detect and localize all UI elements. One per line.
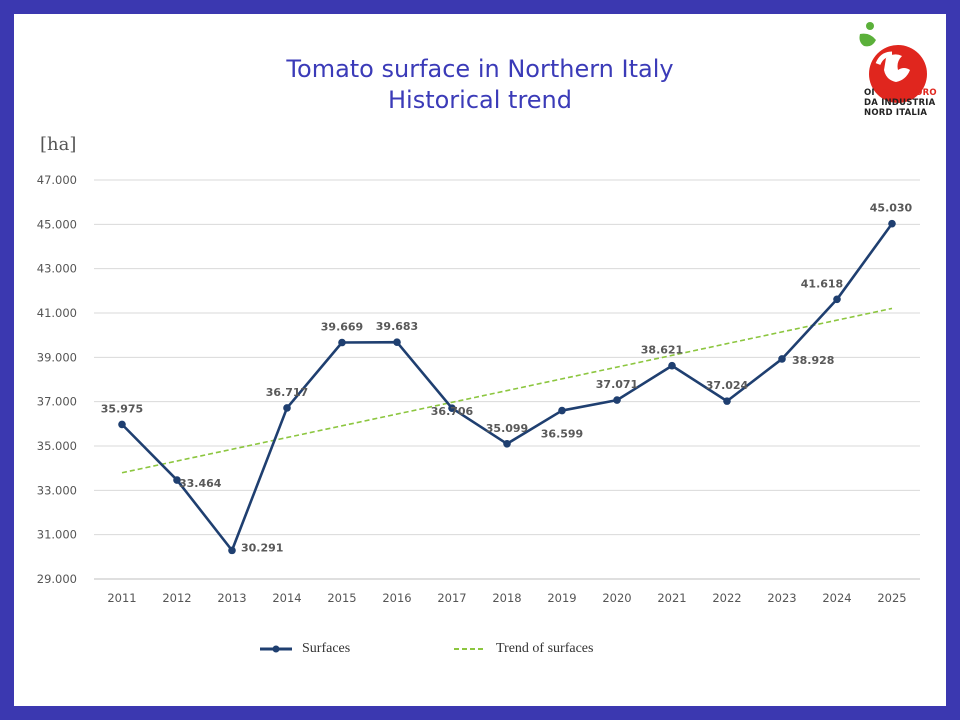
x-tick-label: 2012 — [162, 591, 191, 605]
legend-trend-swatch — [454, 648, 486, 650]
y-tick-label: 37.000 — [37, 395, 77, 409]
y-tick-label: 33.000 — [37, 483, 77, 497]
tomato-logo-icon — [859, 22, 927, 103]
logo-text-pomodoro: POMODORO — [877, 88, 937, 98]
logo-text: OI POMODORO DA INDUSTRIA NORD ITALIA — [864, 88, 944, 118]
x-tick-label: 2011 — [107, 591, 136, 605]
legend-item-surfaces: Surfaces — [258, 640, 350, 658]
data-point — [723, 397, 731, 405]
legend-trend-label: Trend of surfaces — [496, 641, 594, 656]
data-point — [668, 361, 676, 370]
y-tick-labels: 29.000 31.000 33.000 35.000 37.000 39.000 41.0… — [37, 173, 77, 586]
chart-title: Tomato surface in Northern Italy Histori… — [0, 54, 960, 116]
logo-text-oi: OI — [864, 88, 878, 98]
legend-surfaces-label: Surfaces — [302, 641, 351, 656]
y-tick-label: 31.000 — [37, 528, 77, 542]
legend-surfaces-swatch — [260, 645, 292, 653]
data-point — [228, 546, 236, 555]
data-label: 35.099 — [486, 422, 528, 435]
trend-of-surfaces-line — [121, 307, 893, 474]
x-tick-label: 2016 — [382, 591, 411, 605]
surfaces-line — [121, 222, 894, 552]
data-label: 37.024 — [706, 379, 749, 392]
data-labels: 35.975 33.464 30.291 36.717 39.669 39.683 36.7… — [101, 202, 913, 555]
data-point — [833, 295, 841, 304]
y-tick-label: 45.000 — [37, 217, 77, 231]
data-label: 30.291 — [241, 541, 283, 554]
data-point — [448, 404, 456, 412]
data-label: 36.717 — [266, 386, 308, 399]
x-tick-label: 2018 — [492, 591, 521, 605]
data-label: 39.683 — [376, 320, 418, 333]
y-tick-label: 43.000 — [37, 262, 77, 276]
data-point — [778, 355, 786, 363]
grid-lines — [94, 179, 920, 580]
data-label: 36.706 — [431, 405, 474, 418]
x-tick-label: 2021 — [657, 591, 686, 605]
data-label: 38.621 — [641, 344, 683, 357]
x-tick-label: 2013 — [217, 591, 246, 605]
logo-text-line2: DA INDUSTRIA — [864, 98, 936, 108]
data-point — [283, 404, 291, 412]
data-label: 41.618 — [801, 277, 843, 290]
data-label: 36.599 — [541, 428, 583, 441]
trend-line — [121, 307, 893, 474]
x-tick-label: 2014 — [272, 591, 301, 605]
data-label: 45.030 — [870, 202, 913, 215]
logo-text-line3: NORD ITALIA — [864, 108, 928, 118]
data-point — [118, 420, 126, 429]
y-tick-label: 35.000 — [37, 439, 77, 453]
data-label: 33.464 — [179, 477, 222, 490]
y-tick-label: 29.000 — [37, 572, 77, 586]
data-point — [503, 440, 511, 448]
data-point — [888, 219, 896, 228]
title-line-1: Tomato surface in Northern Italy — [286, 55, 674, 83]
x-tick-label: 2025 — [877, 591, 906, 605]
data-point — [338, 338, 346, 347]
data-label: 39.669 — [321, 321, 363, 334]
x-tick-label: 2024 — [822, 591, 851, 605]
data-label: 35.975 — [101, 402, 143, 415]
x-tick-label: 2023 — [767, 591, 796, 605]
data-label: 37.071 — [596, 378, 638, 391]
data-point — [558, 406, 566, 415]
y-tick-label: 41.000 — [37, 306, 77, 320]
x-tick-label: 2019 — [547, 591, 576, 605]
data-point — [393, 338, 401, 346]
title-line-2: Historical trend — [387, 86, 572, 114]
x-tick-label: 2015 — [327, 591, 356, 605]
y-unit-label: [ha] — [40, 134, 77, 155]
x-tick-label: 2017 — [437, 591, 466, 605]
data-label: 38.928 — [792, 354, 834, 367]
x-tick-labels: 2011 2012 2013 2014 2015 2016 2017 2018 2019 2020… — [107, 591, 906, 605]
x-tick-label: 2022 — [712, 591, 741, 605]
y-tick-label: 47.000 — [37, 173, 77, 187]
slide-frame — [14, 14, 946, 706]
data-point — [613, 396, 621, 404]
y-tick-label: 39.000 — [37, 350, 77, 364]
x-tick-label: 2020 — [602, 591, 631, 605]
surfaces-series — [118, 219, 896, 555]
data-point — [173, 476, 181, 484]
legend-item-trend: Trend of surfaces — [452, 640, 593, 658]
